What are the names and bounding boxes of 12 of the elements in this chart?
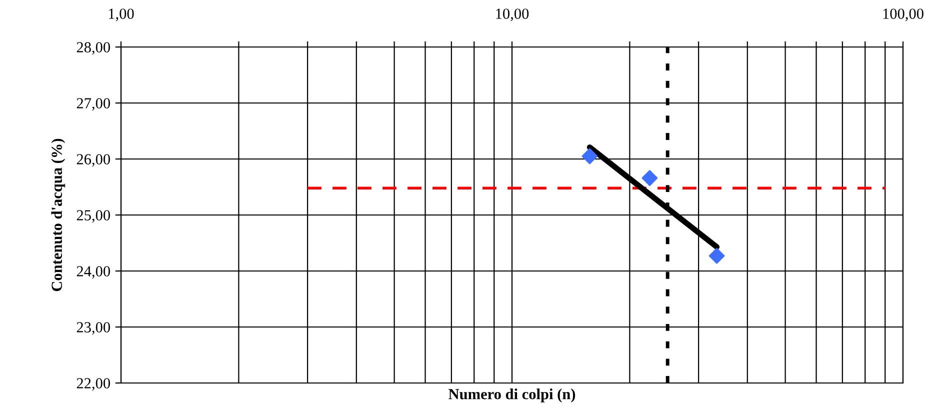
y-tick-label: 25,00 — [76, 210, 110, 223]
y-tick-label: 24,00 — [76, 266, 110, 279]
x-axis-title: Numero di colpi (n) — [448, 388, 576, 402]
y-axis-title: Contenuto d'acqua (%) — [51, 138, 66, 292]
y-tick-label: 26,00 — [76, 154, 110, 167]
x-tick-label: 1,00 — [108, 8, 134, 22]
y-tick-label: 22,00 — [76, 378, 110, 391]
x-tick-label: 10,00 — [496, 8, 529, 22]
y-tick-label: 28,00 — [76, 42, 110, 55]
x-tick-label: 100,00 — [883, 8, 924, 22]
y-tick-label: 23,00 — [76, 322, 110, 335]
y-tick-label: 27,00 — [76, 98, 110, 111]
